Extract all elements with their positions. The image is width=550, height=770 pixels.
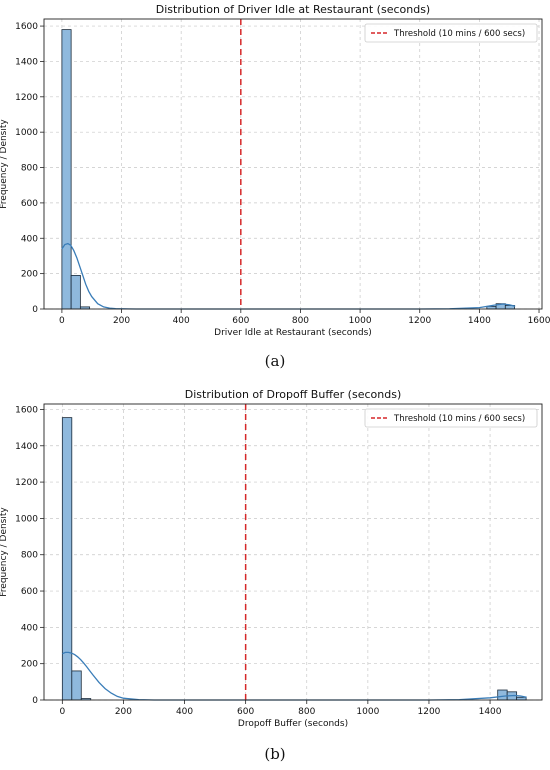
chart-a-ytick-label: 1600	[15, 22, 38, 32]
chart-b-svg: 0 200 400 600 800 1000 1200 1400 0 200 400 600 800 10…	[0, 388, 543, 729]
chart-a-kde-line	[61, 242, 516, 310]
chart-b-xtick-label: 400	[176, 707, 193, 717]
chart-panel-a: 0 200 400 600 800 1000 1200 1400 1600 0 200 400 600 8…	[0, 3, 550, 370]
chart-a-ytick-label: 800	[21, 164, 38, 174]
chart-b-ytick-label: 0	[32, 696, 38, 706]
chart-b-bar-3	[497, 689, 508, 701]
chart-b-ytick-label: 1600	[15, 405, 38, 415]
chart-a-bar-0	[61, 29, 72, 310]
chart-a-ytick-label: 0	[32, 305, 38, 315]
chart-a-ytick-label: 200	[21, 270, 38, 280]
chart-b-bar-1	[71, 670, 82, 701]
chart-b-ylabel: Frequency / Density	[0, 507, 9, 597]
chart-panel-b: 0 200 400 600 800 1000 1200 1400 0 200 400 600 800 10…	[0, 385, 550, 770]
chart-a-ytick-label: 1200	[15, 93, 38, 103]
chart-a-legend: Threshold (10 mins / 600 secs)	[364, 23, 538, 43]
chart-b-xtick-label: 800	[298, 707, 315, 717]
chart-b-xtick-label: 200	[115, 707, 132, 717]
chart-b-ytick-label: 600	[21, 587, 38, 597]
chart-b-xtick-label: 1200	[418, 707, 441, 717]
chart-a-xtick-label: 400	[173, 316, 190, 326]
chart-a-xtick-label: 1400	[468, 316, 491, 326]
chart-a-xtick-label: 600	[232, 316, 249, 326]
chart-a-xlabel: Driver Idle at Restaurant (seconds)	[214, 328, 372, 338]
chart-b-legend-label: Threshold (10 mins / 600 secs)	[393, 414, 525, 424]
caption-b: (b)	[264, 745, 286, 763]
chart-b-ytick-label: 1400	[15, 442, 38, 452]
chart-a-svg: 0 200 400 600 800 1000 1200 1400 1600 0 200 400 600 8…	[0, 3, 550, 338]
chart-a-ytick-label: 1400	[15, 57, 38, 67]
chart-a-ytick-label: 400	[21, 234, 38, 244]
chart-b-xtick-label: 600	[237, 707, 254, 717]
chart-b-title: Distribution of Dropoff Buffer (seconds)	[185, 388, 401, 401]
chart-b-plot-frame	[43, 403, 543, 701]
chart-b-legend-box	[364, 408, 538, 428]
chart-a-xtick-label: 1600	[528, 316, 550, 326]
chart-a-xtick-label: 200	[113, 316, 130, 326]
chart-a-ylabel: Frequency / Density	[0, 119, 9, 209]
chart-b-kde-line	[62, 651, 527, 701]
caption-a: (a)	[264, 352, 286, 370]
chart-b-legend: Threshold (10 mins / 600 secs)	[364, 408, 538, 428]
chart-a-xtick-label: 1000	[349, 316, 372, 326]
chart-a-ytick-label: 600	[21, 199, 38, 209]
chart-b-ytick-label: 200	[21, 660, 38, 670]
chart-b-xtick-label: 1400	[479, 707, 502, 717]
chart-a-title: Distribution of Driver Idle at Restauran…	[156, 3, 430, 16]
chart-a-legend-box	[364, 23, 538, 43]
chart-a-xtick-label: 800	[292, 316, 309, 326]
chart-a-bar-1	[70, 275, 81, 310]
chart-a-plot-frame	[43, 18, 543, 310]
chart-a-xtick-label: 1200	[408, 316, 431, 326]
chart-b-xlabel: Dropoff Buffer (seconds)	[238, 719, 348, 729]
chart-b-xtick-label: 1000	[356, 707, 379, 717]
chart-a-xtick-label: 0	[59, 316, 65, 326]
chart-b-ytick-label: 1000	[15, 514, 38, 524]
chart-b-ytick-label: 800	[21, 551, 38, 561]
chart-b-xtick-label: 0	[59, 707, 65, 717]
chart-a-legend-label: Threshold (10 mins / 600 secs)	[393, 29, 525, 39]
chart-a-ytick-label: 1000	[15, 128, 38, 138]
chart-b-ytick-label: 400	[21, 623, 38, 633]
chart-b-bar-0	[61, 417, 73, 701]
chart-b-ytick-label: 1200	[15, 478, 38, 488]
